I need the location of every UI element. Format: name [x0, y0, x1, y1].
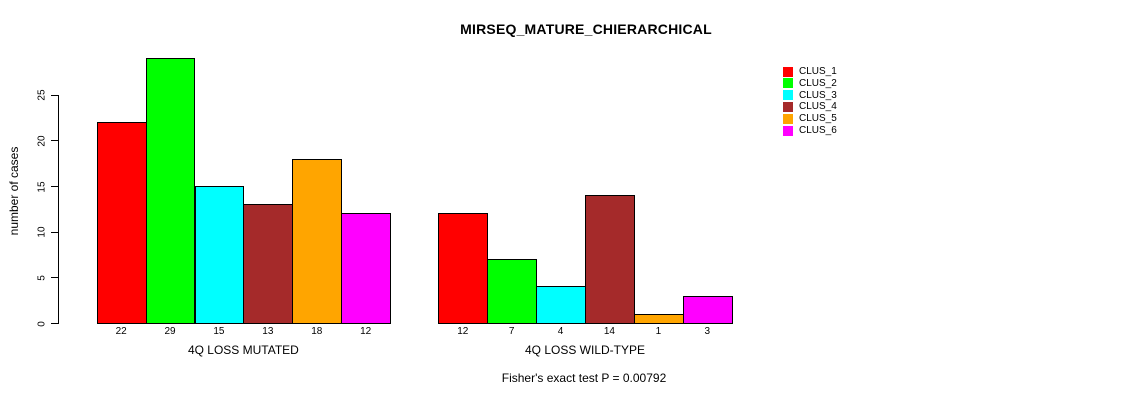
- bar-value-label: 18: [311, 326, 323, 337]
- y-tick: [50, 231, 58, 233]
- bar: [292, 158, 343, 324]
- bar: [341, 213, 392, 324]
- legend-row: CLUS_1: [783, 66, 837, 77]
- annotation-fisher-test: Fisher's exact test P = 0.00792: [501, 371, 667, 385]
- group-label: 4Q LOSS MUTATED: [187, 343, 299, 357]
- legend-row: CLUS_3: [783, 90, 837, 101]
- legend-swatch: [783, 78, 793, 89]
- legend-label: CLUS_5: [799, 113, 837, 125]
- y-tick: [50, 94, 58, 96]
- bar: [145, 58, 196, 324]
- legend-swatch: [783, 90, 793, 101]
- bar-value-label: 13: [262, 326, 274, 337]
- bar: [438, 213, 489, 324]
- y-axis-label: number of cases: [7, 146, 21, 236]
- legend-row: CLUS_4: [783, 101, 837, 112]
- bar-value-label: 22: [115, 326, 127, 337]
- y-axis-line: [57, 94, 59, 324]
- bar-value-label: 12: [457, 326, 469, 337]
- bar-value-label: 15: [213, 326, 225, 337]
- legend-label: CLUS_1: [799, 66, 837, 77]
- legend-row: CLUS_6: [783, 125, 837, 136]
- y-tick-label: 25: [36, 89, 48, 101]
- chart-title: MIRSEQ_MATURE_CHIERARCHICAL: [460, 21, 712, 37]
- y-tick: [50, 186, 58, 188]
- bar: [536, 286, 586, 324]
- bar-value-label: 7: [508, 326, 515, 337]
- bar-value-label: 12: [360, 326, 372, 337]
- legend-row: CLUS_2: [783, 78, 837, 89]
- y-tick-label: 15: [36, 180, 48, 193]
- bar-value-label: 29: [164, 326, 176, 337]
- group-label: 4Q LOSS WILD-TYPE: [524, 343, 646, 357]
- bar: [96, 122, 147, 324]
- y-tick: [50, 277, 58, 279]
- bar: [243, 204, 294, 324]
- legend-swatch: [783, 101, 793, 112]
- bar: [633, 313, 684, 324]
- bar-value-label: 3: [704, 326, 711, 337]
- bar: [487, 259, 538, 324]
- legend-label: CLUS_4: [799, 101, 837, 113]
- bar: [585, 195, 635, 324]
- legend-row: CLUS_5: [783, 113, 837, 124]
- y-tick-label: 20: [36, 135, 48, 147]
- legend-label: CLUS_3: [799, 89, 837, 101]
- y-tick: [50, 140, 58, 142]
- bar-value-label: 14: [603, 326, 615, 337]
- legend-label: CLUS_6: [799, 125, 837, 136]
- y-tick-label: 5: [36, 275, 48, 281]
- bar: [682, 295, 733, 324]
- y-tick: [50, 323, 58, 324]
- bar-value-label: 4: [557, 326, 564, 337]
- bar-value-label: 1: [655, 326, 662, 337]
- legend-swatch: [783, 66, 793, 77]
- bar: [194, 186, 245, 324]
- y-tick-label: 0: [36, 320, 48, 327]
- legend-swatch: [783, 113, 793, 124]
- y-tick-label: 10: [36, 226, 48, 238]
- legend-label: CLUS_2: [799, 77, 837, 89]
- legend-swatch: [783, 125, 793, 136]
